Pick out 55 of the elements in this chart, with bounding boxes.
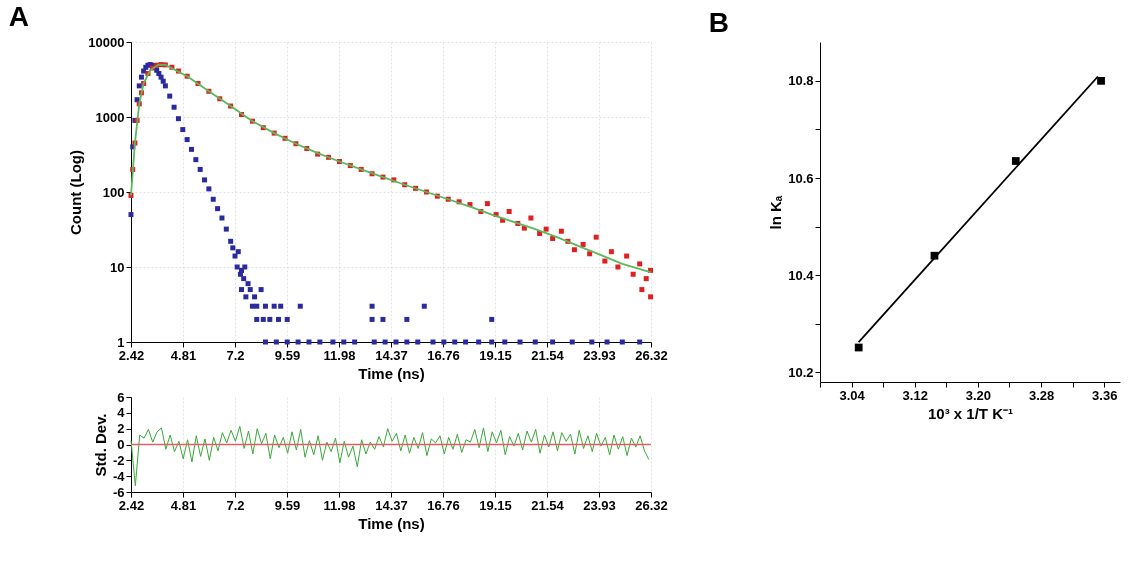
x-axis-title: Time (ns) xyxy=(358,514,425,532)
x-tick-label: 2.42 xyxy=(118,497,145,513)
y-tick-label: 1 xyxy=(117,334,125,350)
y-tick-label: 10 xyxy=(110,259,125,275)
x-tick-label: 16.76 xyxy=(427,497,460,513)
x-tick-label: 23.93 xyxy=(583,347,616,363)
point xyxy=(1097,76,1105,85)
y-tick-label: 0 xyxy=(117,437,125,452)
y-axis-title: ln Kₐ xyxy=(767,195,785,230)
y-tick-label: 10.4 xyxy=(788,267,815,283)
x-tick-label: 7.2 xyxy=(226,497,245,513)
chart-title: A xyxy=(8,1,30,32)
x-tick-label: 2.42 xyxy=(118,347,145,363)
x-axis-title: 10³ x 1/T K⁻¹ xyxy=(927,404,1014,422)
line-series xyxy=(130,425,650,487)
y-axis-title: Std. Dev. xyxy=(91,413,109,477)
x-tick-label: 9.59 xyxy=(274,347,301,363)
y-tick-label: 6 xyxy=(117,389,125,405)
y-tick-label: -6 xyxy=(112,484,125,500)
x-tick-label: 3.04 xyxy=(839,387,866,403)
x-tick-label: 3.36 xyxy=(1092,387,1118,403)
x-tick-label: 11.98 xyxy=(323,347,356,363)
x-tick-label: 26.32 xyxy=(635,497,668,513)
point xyxy=(1011,157,1020,165)
x-tick-label: 19.15 xyxy=(479,497,512,513)
x-tick-label: 14.37 xyxy=(375,497,408,513)
x-tick-label: 4.81 xyxy=(170,497,197,513)
x-tick-label: 23.93 xyxy=(583,497,616,513)
y-tick-label: -4 xyxy=(112,468,126,484)
y-tick-label: 10.6 xyxy=(788,170,814,186)
y-tick-label: 10.8 xyxy=(788,73,814,89)
x-tick-label: 4.81 xyxy=(170,347,197,363)
x-tick-label: 21.54 xyxy=(531,347,565,363)
y-tick-label: 10000 xyxy=(88,34,125,50)
x-tick-label: 3.20 xyxy=(965,387,992,403)
chart-title: B xyxy=(708,7,729,38)
x-tick-label: 9.59 xyxy=(274,497,301,513)
x-tick-label: 3.28 xyxy=(1028,387,1055,403)
x-axis-title: Time (ns) xyxy=(358,364,425,382)
x-tick-label: 11.98 xyxy=(323,497,356,513)
x-tick-label: 14.37 xyxy=(375,347,408,363)
y-tick-label: 4 xyxy=(117,405,126,421)
x-tick-label: 16.76 xyxy=(427,347,460,363)
point xyxy=(854,343,863,352)
x-tick-label: 19.15 xyxy=(479,347,512,363)
y-tick-label: 1000 xyxy=(95,109,125,125)
y-tick-label: 10.2 xyxy=(788,364,814,380)
x-tick-label: 7.2 xyxy=(226,347,245,363)
x-tick-label: 3.12 xyxy=(902,387,928,403)
y-tick-label: 2 xyxy=(117,421,125,437)
y-axis-title: Count (Log) xyxy=(67,150,85,235)
y-tick-label: 100 xyxy=(102,184,125,200)
x-tick-label: 21.54 xyxy=(531,497,565,513)
x-tick-label: 26.32 xyxy=(635,347,668,363)
y-tick-label: -2 xyxy=(112,452,125,468)
